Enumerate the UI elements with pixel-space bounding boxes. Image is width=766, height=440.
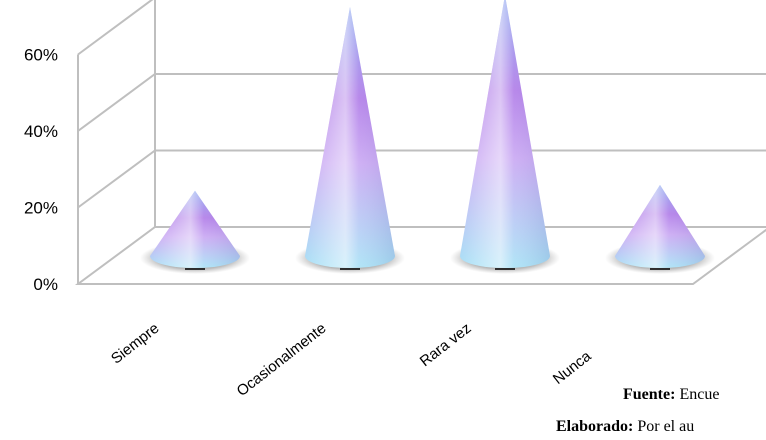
author-note: Elaborado: Por el au [556, 418, 694, 436]
cone-series [140, 0, 715, 274]
gridline [77, 149, 766, 209]
cone-ocasionalmente [295, 6, 405, 274]
x-category-label: Nunca [550, 347, 595, 387]
y-tick-label: 40% [24, 122, 58, 141]
gridline [77, 73, 766, 132]
cone-highlight [460, 0, 550, 268]
y-tick-label: 20% [24, 199, 58, 218]
x-category-label: Ocasionalmente [234, 320, 330, 400]
cone-highlight [305, 6, 395, 268]
author-label: Elaborado: [556, 418, 634, 435]
cone-highlight [150, 190, 240, 268]
cone-highlight [615, 184, 705, 268]
source-label: Fuente: [623, 386, 676, 403]
author-text: Por el au [637, 418, 695, 435]
x-axis-labels: Siempre Ocasionalmente Rara vez Nunca [108, 320, 595, 400]
x-category-label: Siempre [108, 320, 162, 368]
y-tick-label: 60% [24, 46, 58, 65]
gridline [77, 0, 154, 56]
y-tick-label: 0% [33, 275, 58, 294]
x-category-label: Rara vez [417, 320, 475, 370]
cone-rara-vez [450, 0, 560, 274]
cone-nunca [605, 184, 715, 274]
cone-siempre [140, 190, 250, 274]
floor [74, 226, 766, 285]
chart-frame [74, 0, 766, 285]
source-note: Fuente: Encue [623, 386, 719, 404]
y-axis-ticks: 0% 20% 40% 60% [24, 46, 58, 295]
source-text: Encue [679, 386, 720, 403]
